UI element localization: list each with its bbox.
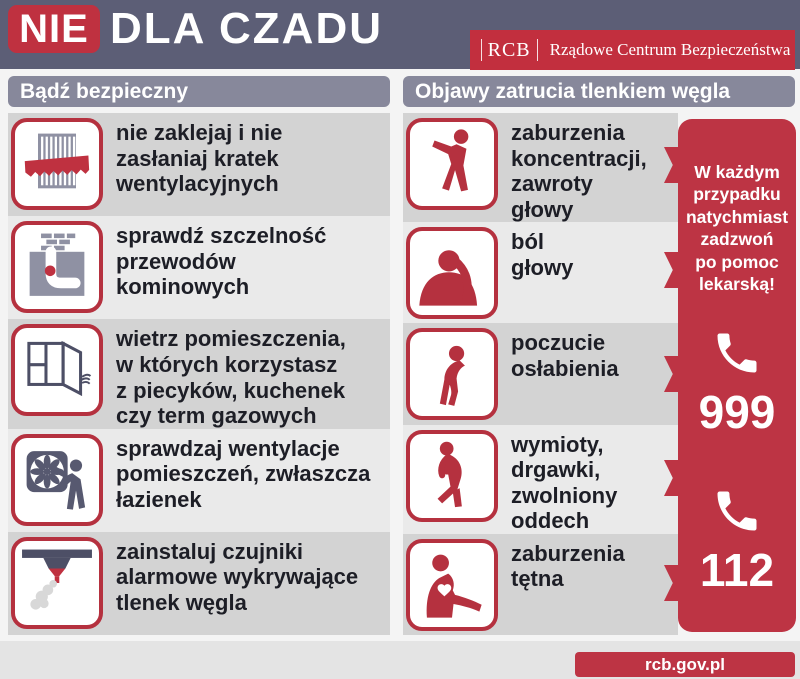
emergency-number-999: 999	[698, 386, 776, 439]
list-item: wietrz pomieszczenia, w których korzysta…	[8, 319, 390, 429]
tip-text: sprawdzaj wentylacje pomieszczeń, zwłasz…	[116, 435, 371, 512]
divider	[480, 39, 482, 61]
list-item: zaburzenia koncentracji, zawroty głowy	[403, 113, 678, 223]
emergency-callout: W każdym przypadku natychmiast zadzwoń p…	[664, 119, 796, 632]
safety-tips-list: nie zaklejaj i nie zasłaniaj kratek went…	[8, 113, 390, 635]
symptom-text: ból głowy	[511, 229, 574, 280]
chimney-icon	[11, 221, 103, 314]
list-item: sprawdź szczelność przewodów kominowych	[8, 216, 390, 320]
dizzy-person-icon	[406, 118, 498, 210]
tip-text: wietrz pomieszczenia, w których korzysta…	[116, 326, 346, 429]
rcb-logo-badge: RCB Rządowe Centrum Bezpieczeństwa	[470, 30, 795, 70]
symptom-text: zaburzenia koncentracji, zawroty głowy	[511, 120, 647, 222]
rcb-full-name: Rządowe Centrum Bezpieczeństwa	[549, 40, 791, 59]
rcb-abbr: RCB	[487, 38, 531, 61]
left-section-heading: Bądź bezpieczny	[8, 76, 390, 107]
tip-text: nie zaklejaj i nie zasłaniaj kratek went…	[116, 120, 283, 197]
co-detector-icon	[11, 536, 103, 629]
ventilation-fan-icon	[11, 433, 103, 526]
symptom-text: zaburzenia tętna	[511, 540, 625, 592]
list-item: wymioty, drgawki, zwolniony oddech	[403, 424, 678, 534]
symptom-text: poczucie osłabienia	[511, 330, 619, 381]
open-window-icon	[11, 324, 103, 417]
title-nie-badge: NIE	[8, 5, 100, 53]
page-title: DLA CZADU	[110, 4, 383, 53]
divider	[536, 39, 538, 61]
tip-text: zainstaluj czujniki alarmowe wykrywające…	[116, 538, 359, 615]
symptom-text: wymioty, drgawki, zwolniony oddech	[511, 431, 618, 534]
emergency-message: W każdym przypadku natychmiast zadzwoń p…	[685, 162, 789, 294]
list-item: nie zaklejaj i nie zasłaniaj kratek went…	[8, 113, 390, 217]
website-bar: rcb.gov.pl	[575, 652, 795, 677]
emergency-number-112: 112	[699, 544, 775, 597]
list-item: sprawdzaj wentylacje pomieszczeń, zwłasz…	[8, 428, 390, 532]
list-item: ból głowy	[403, 222, 678, 324]
tip-text: sprawdź szczelność przewodów kominowych	[116, 223, 327, 300]
phone-icon	[717, 491, 757, 531]
phone-icon	[717, 333, 757, 373]
right-section-heading: Objawy zatrucia tlenkiem węgla	[403, 76, 795, 107]
weak-person-icon	[406, 328, 498, 421]
vomiting-person-icon	[406, 429, 498, 522]
list-item: poczucie osłabienia	[403, 323, 678, 425]
chest-pain-person-icon	[406, 538, 498, 631]
headache-person-icon	[406, 227, 498, 320]
list-item: zainstaluj czujniki alarmowe wykrywające…	[8, 531, 390, 635]
vent-grate-icon	[11, 118, 103, 210]
symptoms-list: zaburzenia koncentracji, zawroty głowy b…	[403, 113, 678, 636]
header-band: NIE DLA CZADU RCB Rządowe Centrum Bezpie…	[0, 0, 800, 70]
list-item: zaburzenia tętna	[403, 533, 678, 636]
